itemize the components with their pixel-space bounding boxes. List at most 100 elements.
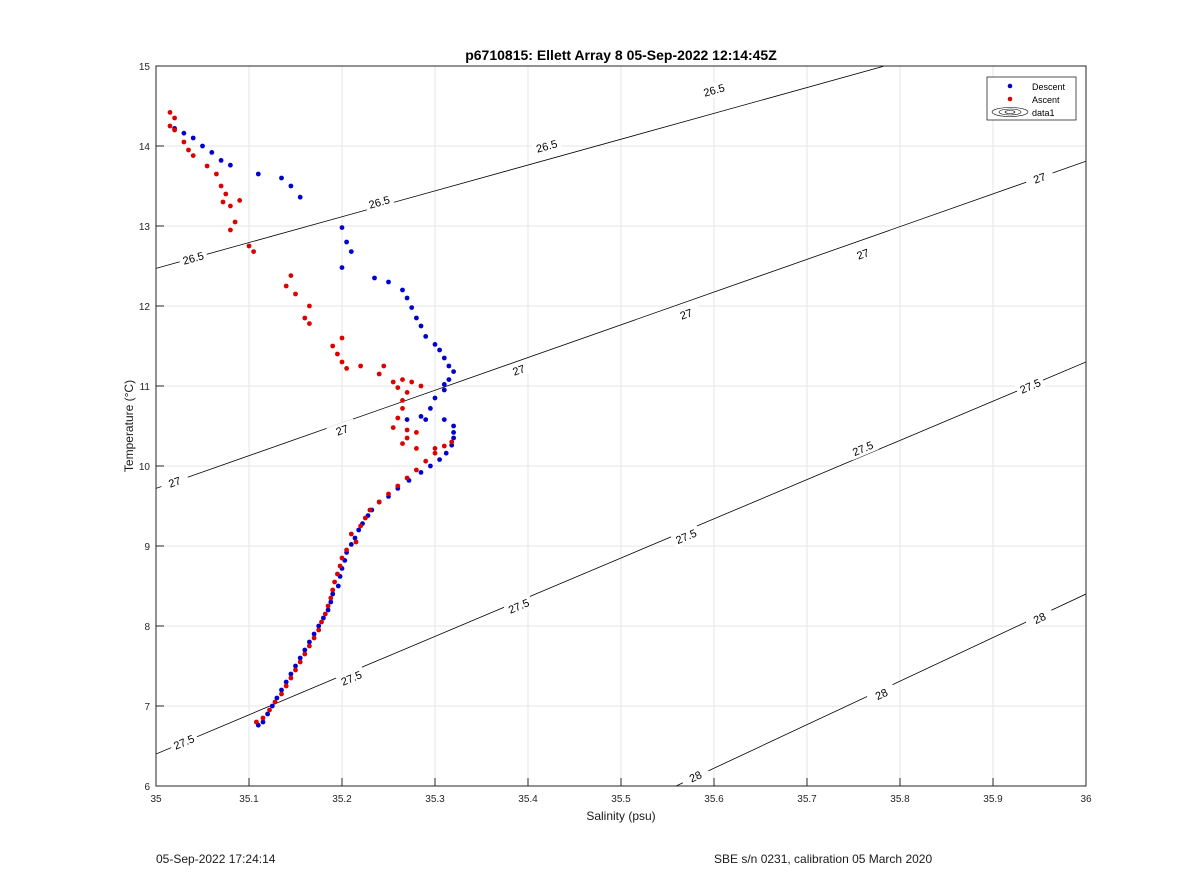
descent-point <box>428 463 433 469</box>
descent-point <box>325 607 331 613</box>
contour-label-bg <box>326 418 358 442</box>
ascent-point <box>311 635 317 641</box>
descent-point <box>441 387 447 393</box>
contour-label-bg <box>847 242 879 266</box>
x-tick-label: 35.4 <box>518 794 538 805</box>
ascent-point <box>339 555 345 561</box>
ascent-point <box>307 643 312 649</box>
contour-label-bg <box>335 666 367 690</box>
ascent-point <box>400 377 405 382</box>
ascent-point <box>400 398 405 403</box>
ascent-point <box>335 571 340 577</box>
contour-label: 26.5 <box>368 194 392 211</box>
descent-point <box>218 158 224 163</box>
descent-point <box>190 135 196 141</box>
ascent-point <box>260 715 266 721</box>
contour-label-bg <box>177 247 209 269</box>
descent-point <box>418 470 424 475</box>
descent-point <box>228 162 233 168</box>
ascent-point <box>423 458 429 464</box>
descent-point <box>451 423 456 429</box>
descent-point <box>372 275 377 281</box>
ascent-point <box>186 147 191 153</box>
descent-point <box>339 225 345 231</box>
data-points <box>167 110 456 728</box>
contour-label: 27 <box>167 475 183 490</box>
ascent-point <box>418 383 424 389</box>
x-tick-label: 35.1 <box>239 794 259 805</box>
contour-label-bg <box>670 302 702 326</box>
descent-point <box>443 450 449 456</box>
descent-point <box>181 130 187 136</box>
legend-descent-label: Descent <box>1032 82 1066 92</box>
ascent-point <box>339 359 345 365</box>
ascent-point <box>218 183 224 189</box>
descent-point <box>288 671 294 677</box>
contour-label-bg <box>679 764 712 786</box>
x-tick-label: 35.5 <box>611 794 631 805</box>
x-axis-label: Salinity (psu) <box>586 809 655 823</box>
descent-point <box>316 623 322 629</box>
ascent-point <box>302 651 308 657</box>
ascent-point <box>167 123 173 129</box>
descent-point <box>451 369 456 374</box>
ascent-point <box>348 531 354 537</box>
descent-point <box>446 377 452 382</box>
footer-calibration: SBE s/n 0231, calibration 05 March 2020 <box>714 852 933 866</box>
ascent-point <box>293 291 298 297</box>
ascent-point <box>322 611 328 617</box>
ascent-point <box>267 707 272 713</box>
legend-ascent-marker <box>1007 96 1013 102</box>
series-ascent <box>167 110 455 725</box>
descent-point <box>451 430 456 435</box>
ascent-point <box>272 699 278 705</box>
ascent-point <box>390 379 396 385</box>
ascent-point <box>432 446 438 451</box>
descent-point <box>255 171 261 177</box>
x-tick-label: 35.9 <box>983 794 1003 805</box>
ascent-point <box>358 523 363 529</box>
contour-label-bg <box>670 524 702 549</box>
descent-point <box>279 175 284 181</box>
ascent-point <box>307 321 312 326</box>
contour-label: 27 <box>855 247 871 262</box>
ascent-point <box>335 351 340 357</box>
descent-point <box>428 406 433 411</box>
descent-point <box>265 711 270 717</box>
y-axis-label: Temperature (°C) <box>122 380 136 472</box>
ascent-point <box>404 390 410 395</box>
ascent-point <box>339 335 345 341</box>
contour-label: 27 <box>335 423 351 438</box>
descent-point <box>279 687 284 693</box>
ascent-point <box>376 371 382 377</box>
ascent-point <box>251 249 256 255</box>
legend-ascent-label: Ascent <box>1032 95 1060 105</box>
descent-point <box>330 591 336 597</box>
descent-point <box>414 315 419 321</box>
descent-point <box>423 334 429 339</box>
contour-line-27 <box>156 160 1086 489</box>
y-tick-label: 7 <box>144 702 150 713</box>
descent-point <box>283 679 289 685</box>
ascent-point <box>316 627 322 633</box>
x-tick-label: 35.3 <box>425 794 445 805</box>
series-descent <box>172 125 456 728</box>
ascent-point <box>381 363 387 369</box>
ascent-point <box>190 153 196 159</box>
descent-point <box>418 414 424 419</box>
descent-point <box>321 615 326 621</box>
ascent-point <box>404 475 410 481</box>
contour-label-bg <box>1023 605 1056 631</box>
ascent-point <box>400 441 405 446</box>
x-tick-label: 35.8 <box>890 794 910 805</box>
x-tick-label: 35.2 <box>332 794 352 805</box>
ascent-point <box>172 115 178 121</box>
ascent-point <box>297 659 303 665</box>
ascent-point <box>362 515 368 521</box>
descent-point <box>288 183 294 189</box>
legend-box <box>986 76 1077 121</box>
contour-label-bg <box>531 135 562 157</box>
descent-point <box>335 583 341 589</box>
descent-point <box>441 382 447 387</box>
descent-point <box>441 355 447 361</box>
